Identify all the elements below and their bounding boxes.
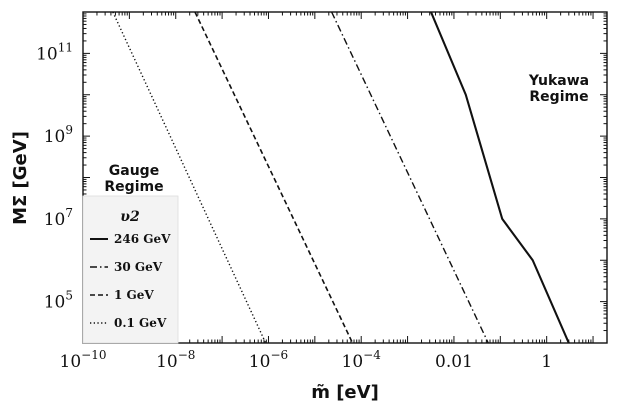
x-tick-label: 10−8 (156, 348, 195, 372)
x-tick-label: 0.01 (435, 352, 473, 372)
series-line-30-gev (330, 12, 489, 343)
legend-label: 30 GeV (114, 260, 163, 274)
series-layer (112, 12, 570, 343)
legend-label: 1 GeV (114, 288, 154, 302)
y-tick-label: 105 (44, 289, 73, 313)
annotation-gauge-line1: Gauge (109, 163, 159, 179)
annotation-yukawa-line1: Yukawa (528, 73, 589, 89)
legend-label: 246 GeV (114, 232, 171, 246)
y-tick-label: 107 (44, 206, 73, 230)
x-tick-label: 1 (541, 352, 552, 372)
annotation-yukawa-line2: Regime (529, 89, 588, 105)
series-line-246-gev (430, 12, 570, 343)
series-line-0-1-gev (112, 12, 267, 343)
legend-box (82, 195, 179, 344)
series-line-1-gev (194, 12, 354, 343)
x-tick-label: 10−6 (249, 348, 288, 372)
legend-title: υ2 (120, 209, 140, 225)
y-tick-labels: 105 107 109 1011 (36, 40, 73, 312)
y-axis-title: MΣ [GeV] (10, 131, 31, 225)
y-tick-label: 109 (44, 123, 73, 147)
x-axis-title: m̃ [eV] (311, 382, 379, 403)
x-tick-label: 10−10 (60, 348, 107, 372)
y-tick-label: 1011 (36, 40, 73, 64)
legend-label: 0.1 GeV (114, 316, 167, 330)
x-tick-label: 10−4 (342, 348, 382, 372)
annotation-gauge-line2: Regime (104, 179, 163, 195)
x-tick-labels: 10−10 10−8 10−6 10−4 0.01 1 (60, 348, 553, 372)
legend: υ2 246 GeV 30 GeV 1 GeV 0.1 GeV (82, 195, 179, 344)
